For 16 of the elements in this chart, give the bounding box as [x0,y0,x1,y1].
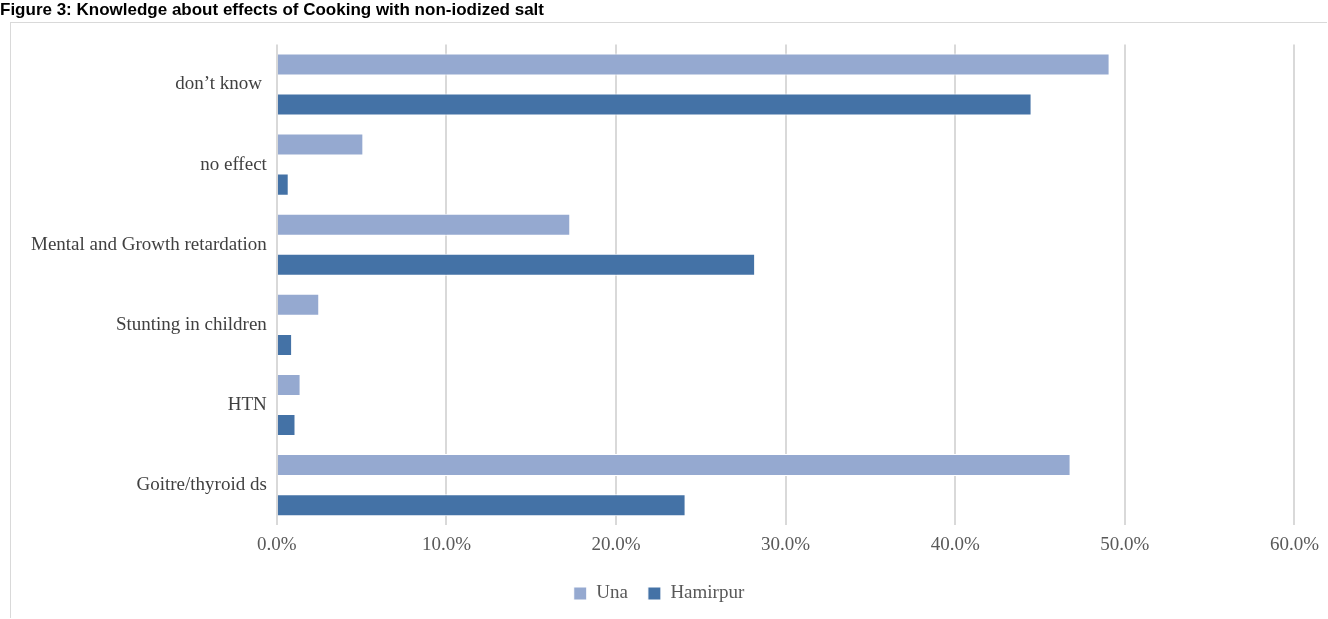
legend-label: Hamirpur [670,581,745,603]
y-tick-label: no effect [200,152,268,174]
legend-label: Una [596,581,629,603]
x-tick-label: 50.0% [1100,532,1150,554]
x-tick-label: 60.0% [1269,532,1320,554]
x-tick-label: 40.0% [930,532,980,554]
chart-title: Figure 3: Knowledge about effects of Cooking with non-iodized salt [0,0,544,20]
x-tick-label: 30.0% [761,532,811,554]
y-tick-label: Goitre/thyroid ds [136,473,267,495]
y-tick-label: Mental and Growth retardation [31,232,268,254]
y-tick-label: HTN [227,392,268,414]
x-tick-label: 10.0% [421,532,472,554]
y-tick-label: Stunting in children [115,312,268,334]
y-tick-label: don’t know [175,72,267,94]
x-tick-label: 20.0% [591,532,641,554]
x-tick-label: 0.0% [257,532,297,554]
